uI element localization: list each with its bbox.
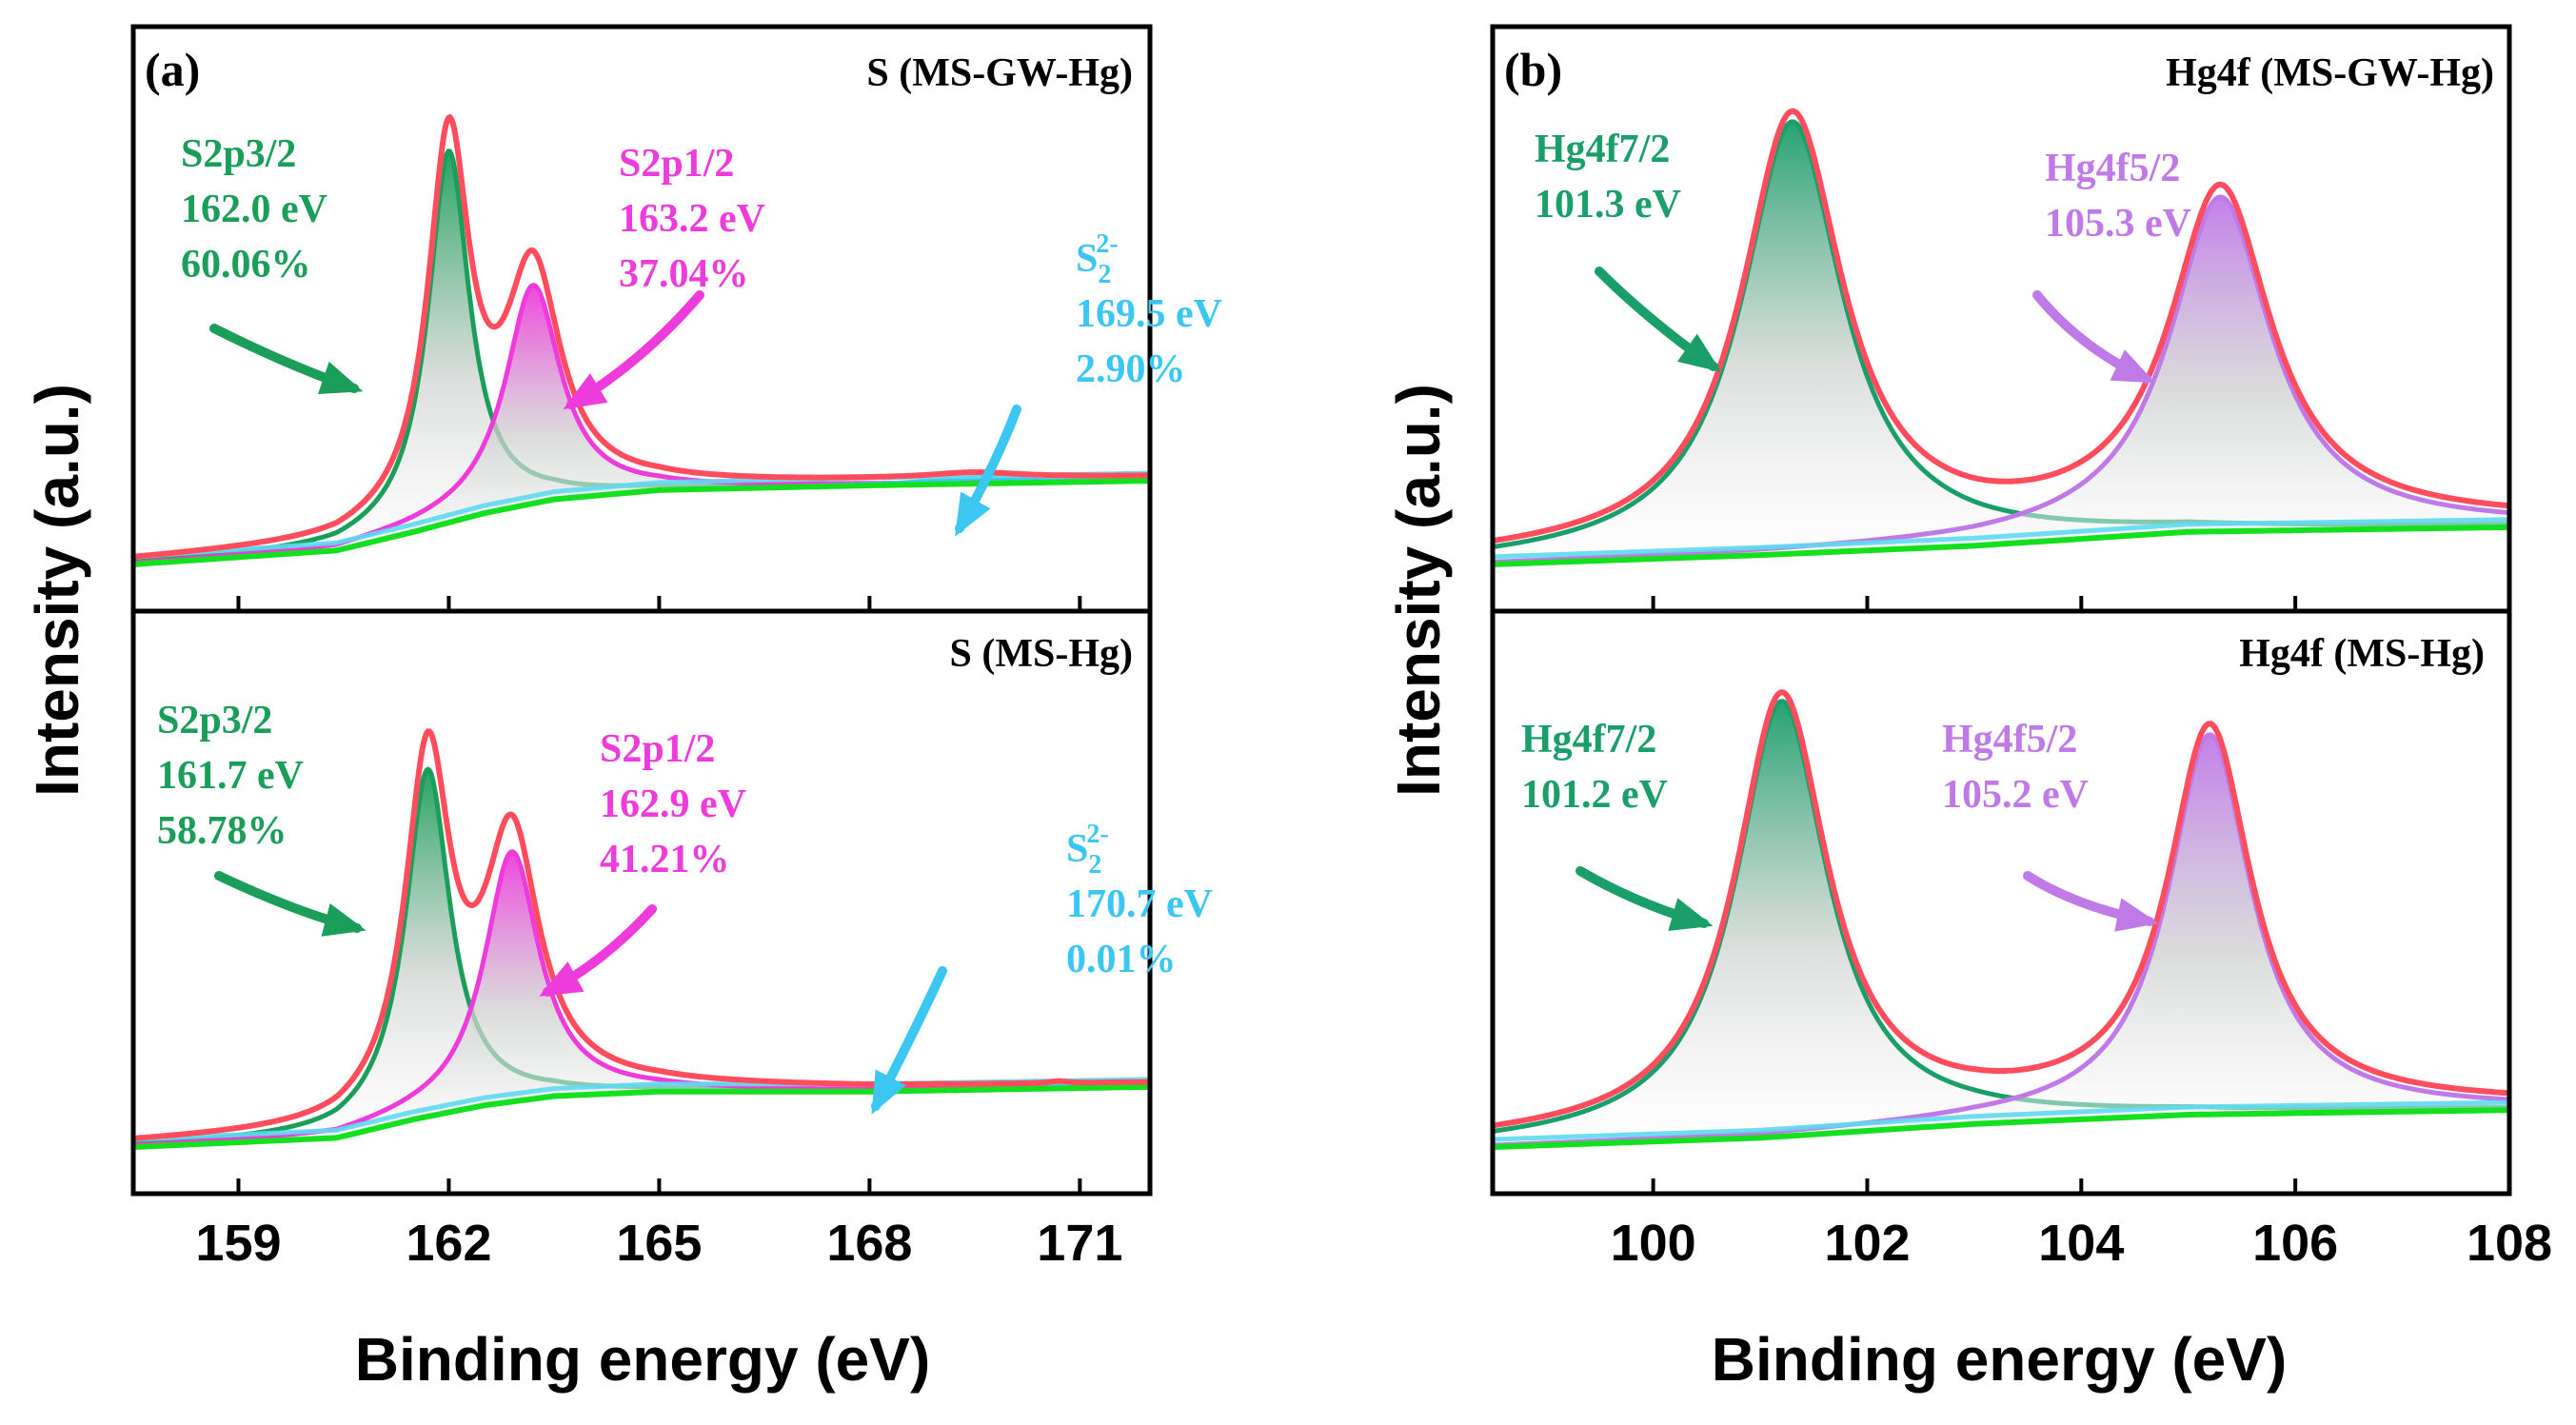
peak-label-p1: 58.78% bbox=[157, 809, 287, 853]
x-tick-label: 104 bbox=[2038, 1215, 2124, 1272]
panel-a-xlabel: Binding energy (eV) bbox=[355, 1325, 931, 1394]
annotation-arrowhead bbox=[1668, 898, 1714, 931]
peak-label-p2: Hg4f5/2 bbox=[1942, 718, 2077, 762]
subplot-b-top: Hg4f (MS-GW-Hg) Hg4f7/2 101.3 eV Hg4f5/2 105… bbox=[1490, 24, 2512, 614]
subplot-a-bottom: 159 162 165 168 171 S (MS-Hg) S2p3/2 161.7 eV 58… bbox=[130, 608, 1213, 1272]
annotation-arrowhead bbox=[563, 373, 608, 410]
peak-label-p1: S2p3/2 bbox=[157, 699, 272, 742]
peak-label-p2: 162.9 eV bbox=[600, 782, 746, 826]
baseline-cyan bbox=[1492, 517, 2510, 560]
peak-fill-p2 bbox=[1493, 196, 2509, 564]
label-superscript: 2- bbox=[1096, 229, 1118, 259]
x-tick-label: 171 bbox=[1037, 1215, 1122, 1272]
annotation-arrowhead bbox=[2110, 349, 2156, 384]
subplot-a-top: S (MS-GW-Hg) S2p3/2 162.0 eV 60.06% S2p1/2 16… bbox=[130, 24, 1222, 614]
peak-label-p3: 2.90% bbox=[1076, 347, 1186, 391]
x-tick-label: 100 bbox=[1611, 1215, 1696, 1272]
peak-label-p1: 161.7 eV bbox=[157, 754, 304, 798]
annotation-arrowhead bbox=[955, 491, 991, 537]
envelope-curve bbox=[132, 113, 1151, 560]
annotation-arrowhead bbox=[871, 1069, 906, 1115]
peak-curve-p2 bbox=[1493, 732, 2510, 1148]
baseline-green bbox=[1492, 524, 2510, 567]
envelope-curve bbox=[132, 728, 1150, 1141]
axes-frame bbox=[130, 24, 1153, 614]
axes-frame bbox=[1490, 608, 2512, 1197]
peak-label-p3: 0.01% bbox=[1066, 938, 1177, 981]
peak-label-p2: 163.2 eV bbox=[619, 197, 765, 241]
peak-label-p1: Hg4f7/2 bbox=[1535, 128, 1670, 171]
peak-label-p2: Hg4f5/2 bbox=[2045, 147, 2180, 190]
baseline-green bbox=[133, 1083, 1150, 1150]
peak-label-p3: 170.7 eV bbox=[1066, 882, 1213, 926]
envelope-curve bbox=[1492, 108, 2510, 544]
label-superscript: 2- bbox=[1086, 820, 1108, 849]
panel-b-xlabel: Binding energy (eV) bbox=[1712, 1325, 2288, 1394]
annotation-arrowhead bbox=[1676, 333, 1722, 372]
label-subscript: 2 bbox=[1088, 850, 1101, 880]
panel-a-letter: (a) bbox=[145, 43, 200, 96]
peak-label-p1: 162.0 eV bbox=[181, 188, 327, 231]
peak-fill-p1 bbox=[133, 769, 1150, 1147]
x-tick-label: 162 bbox=[406, 1215, 491, 1272]
x-tick-label: 108 bbox=[2467, 1215, 2552, 1272]
subplot-title: Hg4f (MS-GW-Hg) bbox=[2166, 51, 2494, 95]
x-tick-label: 165 bbox=[616, 1215, 702, 1272]
peak-label-p1: S2p3/2 bbox=[181, 132, 296, 176]
peak-label-p2: 41.21% bbox=[600, 838, 730, 881]
peak-label-p1: 101.3 eV bbox=[1535, 183, 1681, 227]
subplot-title: Hg4f (MS-Hg) bbox=[2239, 632, 2485, 676]
peak-label-p2: 105.3 eV bbox=[2045, 202, 2191, 246]
peak-fill-p1 bbox=[1493, 121, 2509, 564]
subplot-b-bottom: 100 102 104 106 108 Hg4f (MS-Hg) Hg4f7/2 101.2 … bbox=[1490, 608, 2552, 1272]
annotation-arrowhead bbox=[2114, 898, 2159, 932]
axes-frame bbox=[130, 608, 1153, 1197]
annotation-arrowhead bbox=[539, 961, 585, 997]
annotation-arrowhead bbox=[321, 902, 367, 937]
x-tick-label: 159 bbox=[195, 1215, 281, 1272]
peak-label-p2: S2p1/2 bbox=[619, 142, 734, 186]
peak-fill-p2 bbox=[133, 285, 1150, 564]
baseline-green bbox=[1493, 1107, 2510, 1150]
peak-label-p2: S2p1/2 bbox=[600, 727, 715, 771]
peak-curve-p2 bbox=[132, 849, 1150, 1148]
baseline-green bbox=[132, 478, 1150, 567]
peak-label-p2: 105.2 eV bbox=[1942, 773, 2089, 817]
panel-b-letter: (b) bbox=[1504, 43, 1562, 96]
peak-curve-p2 bbox=[1492, 194, 2510, 564]
peak-label-p3: 169.5 eV bbox=[1076, 292, 1222, 336]
peak-label-p3: S22- bbox=[1066, 820, 1109, 880]
peak-label-p1: 60.06% bbox=[181, 243, 311, 287]
baseline-cyan bbox=[1493, 1099, 2510, 1142]
panel-a-ylabel: Intensity (a.u.) bbox=[23, 384, 91, 797]
peak-label-p2: 37.04% bbox=[619, 252, 749, 296]
label-subscript: 2 bbox=[1098, 260, 1111, 289]
subplot-title: S (MS-Hg) bbox=[950, 632, 1134, 676]
subplot-title: S (MS-GW-Hg) bbox=[866, 51, 1133, 95]
x-tick-label: 168 bbox=[826, 1215, 912, 1272]
envelope-curve bbox=[1492, 689, 2510, 1129]
x-tick-label: 102 bbox=[1824, 1215, 1910, 1272]
peak-fill-p1 bbox=[1493, 701, 2509, 1147]
peak-curve-p2 bbox=[132, 283, 1150, 565]
panel-b-ylabel: Intensity (a.u.) bbox=[1384, 384, 1453, 797]
baseline-cyan bbox=[132, 470, 1150, 560]
peak-fill-p2 bbox=[133, 851, 1150, 1147]
x-tick-label: 106 bbox=[2252, 1215, 2338, 1272]
peak-fill-p2 bbox=[1493, 734, 2509, 1147]
annotation-arrowhead bbox=[317, 361, 364, 394]
peak-label-p3: S22- bbox=[1076, 229, 1119, 289]
peak-label-p1: 101.2 eV bbox=[1521, 773, 1668, 817]
peak-label-p1: Hg4f7/2 bbox=[1521, 718, 1656, 762]
